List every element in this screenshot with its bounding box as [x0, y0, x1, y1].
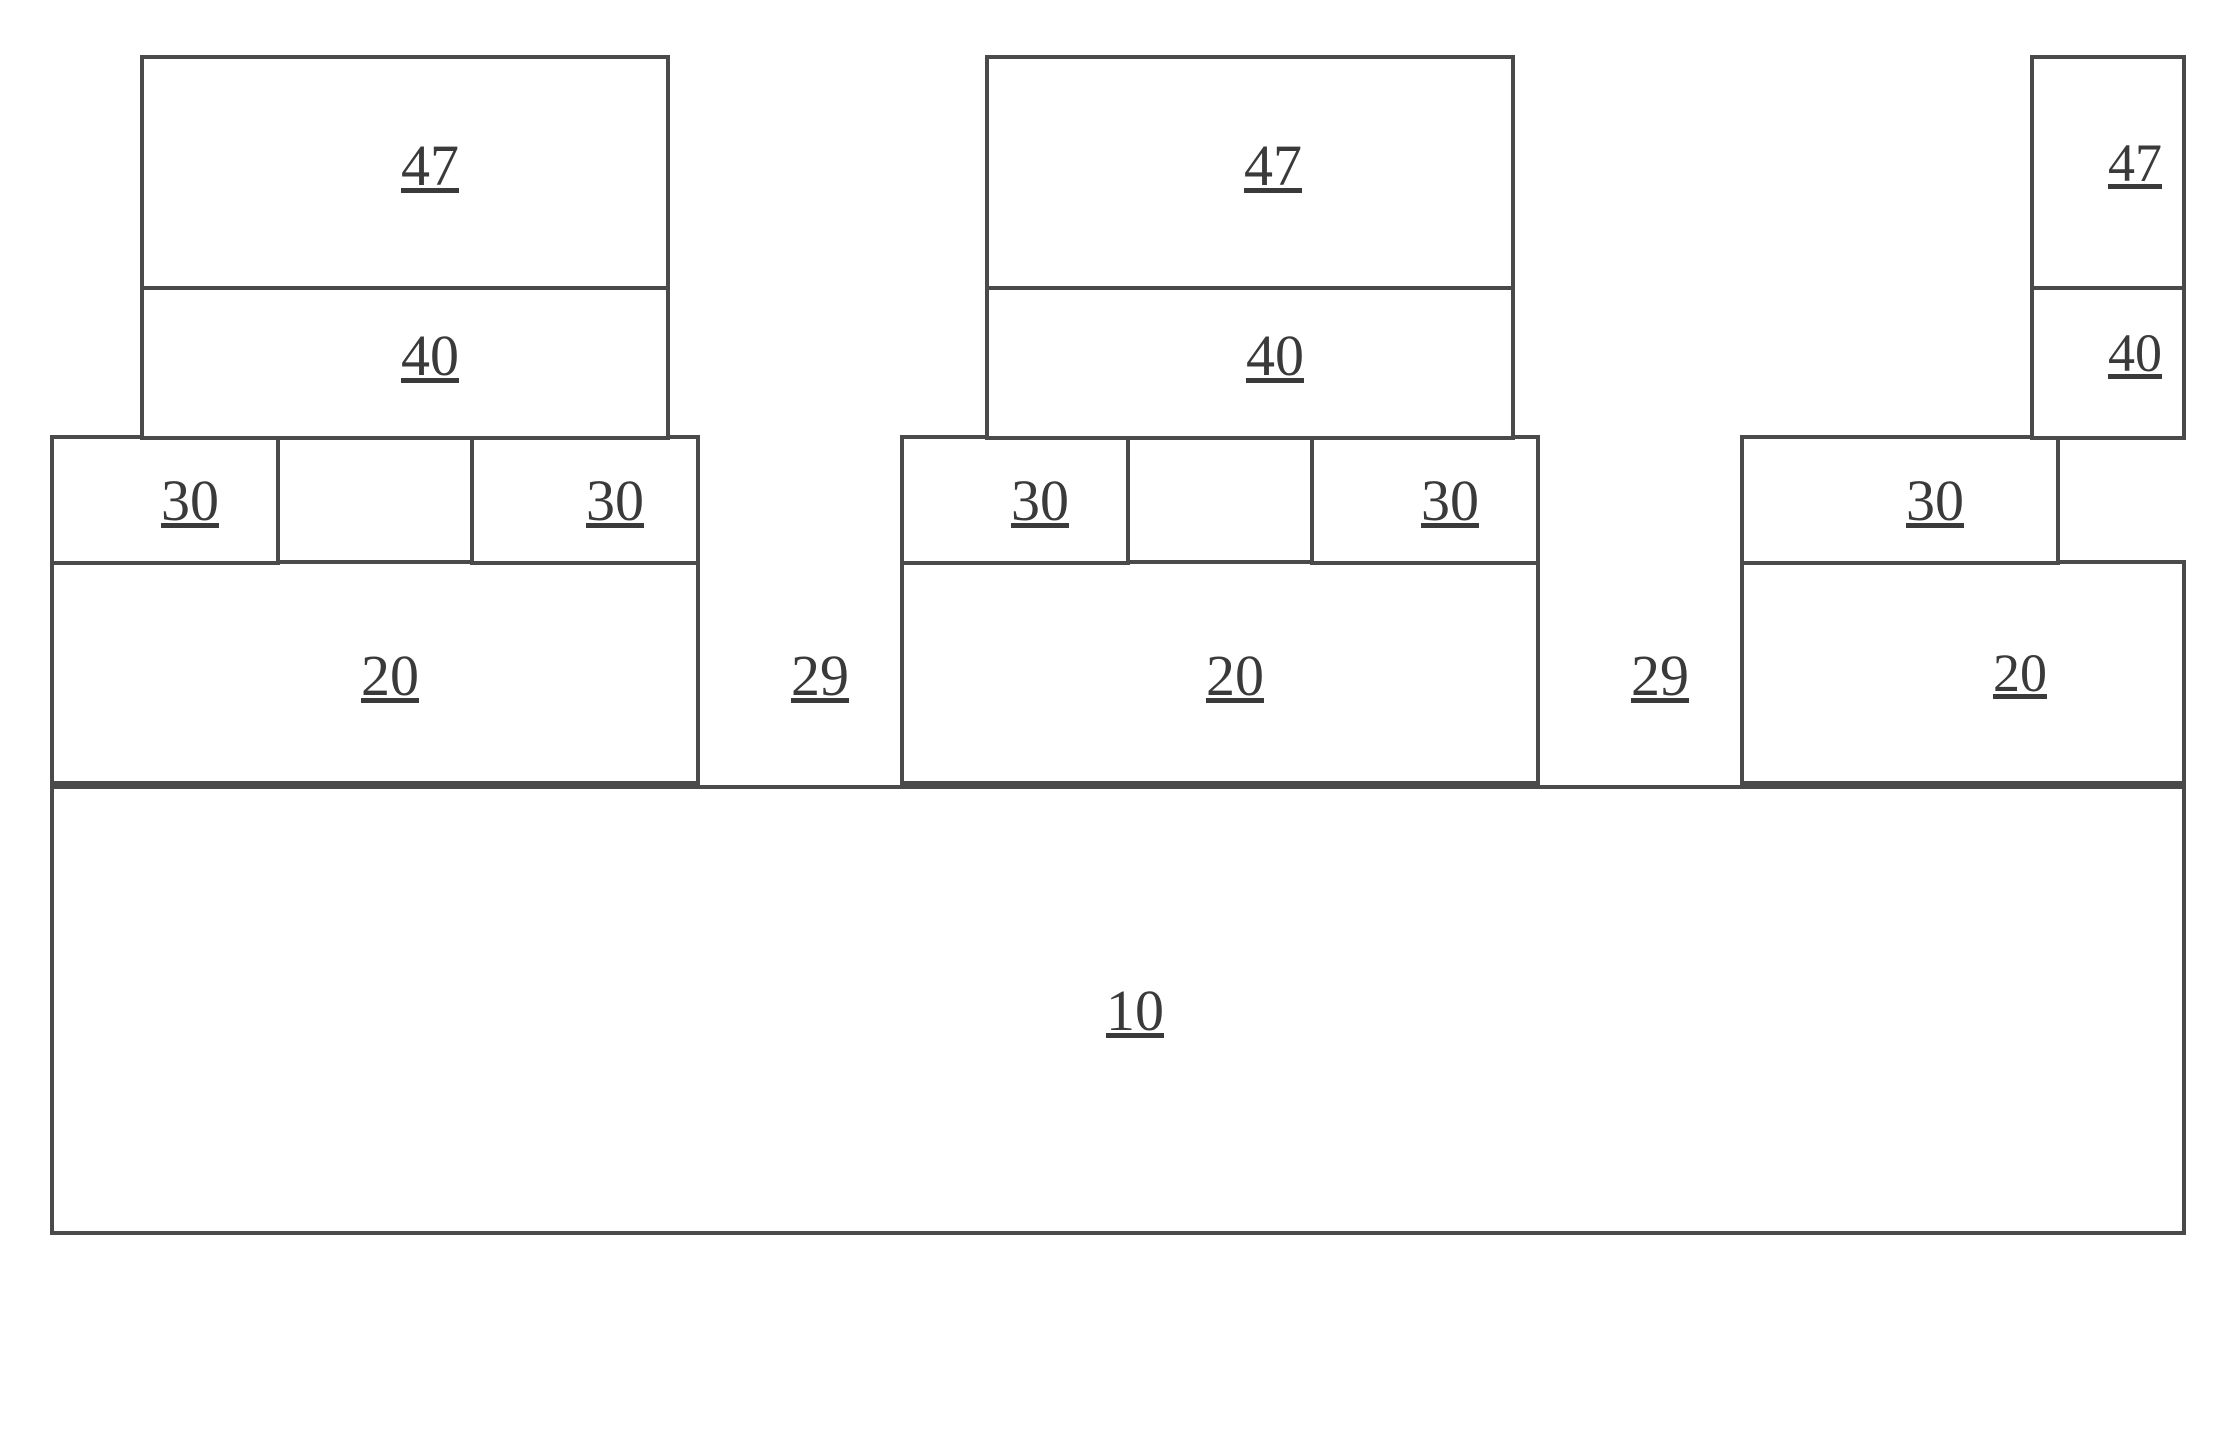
label-layer-40-right: 40 — [2060, 320, 2210, 386]
label-trench-29-right: 29 — [1585, 640, 1735, 710]
label-trench-29-left: 29 — [745, 640, 895, 710]
label-layer-30-m1: 30 — [965, 465, 1115, 535]
label-layer-30-r: 30 — [1860, 465, 2010, 535]
label-layer-20-right: 20 — [1945, 640, 2095, 706]
label-layer-30-l2: 30 — [540, 465, 690, 535]
label-layer-40-left: 40 — [355, 320, 505, 390]
label-layer-30-m2: 30 — [1375, 465, 1525, 535]
label-layer-20-mid: 20 — [1160, 640, 1310, 710]
diagram-stage: 10 29 29 20 20 20 30 30 30 30 30 40 40 40 47 47 47 — [0, 0, 2236, 1443]
label-layer-47-right: 47 — [2060, 130, 2210, 196]
label-layer-47-left: 47 — [355, 130, 505, 200]
label-substrate-10: 10 — [1060, 975, 1210, 1045]
label-layer-40-mid: 40 — [1200, 320, 1350, 390]
label-layer-20-left: 20 — [315, 640, 465, 710]
label-layer-47-mid: 47 — [1198, 130, 1348, 200]
label-layer-30-l1: 30 — [115, 465, 265, 535]
